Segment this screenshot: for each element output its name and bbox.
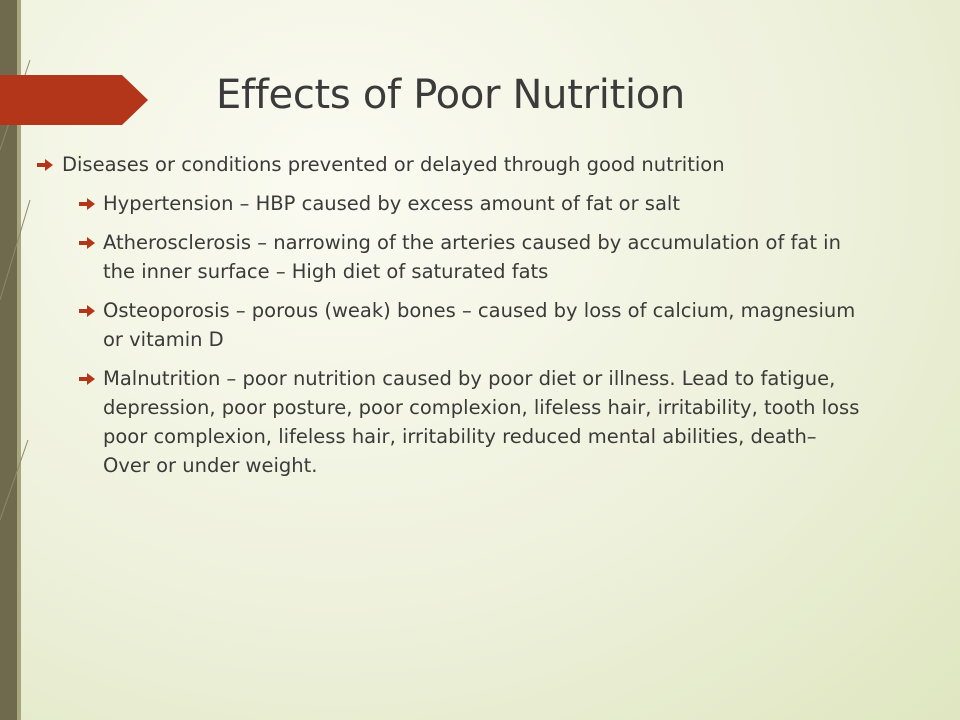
bullet-icon: [79, 237, 95, 249]
bullet-arrow: [79, 198, 95, 210]
bullet-text: Osteoporosis – porous (weak) bones – cau…: [103, 299, 856, 351]
bullet-icon: [79, 198, 95, 210]
bullet: Diseases or conditions prevented or dela…: [37, 150, 842, 179]
slide-title: Effects of Poor Nutrition: [216, 72, 685, 118]
bullet-arrow: [79, 237, 95, 249]
bullet-text: Atherosclerosis – narrowing of the arter…: [103, 231, 841, 283]
decoration: [0, 0, 148, 720]
sub-bullet: Malnutrition – poor nutrition caused by …: [37, 364, 863, 480]
bullet-icon: [79, 373, 95, 385]
sub-bullet: Hypertension – HBP caused by excess amou…: [37, 189, 863, 218]
side-bar: [0, 0, 17, 720]
title-arrow: [0, 75, 148, 125]
bullet-icon: [37, 159, 53, 171]
deco-line: [0, 439, 29, 521]
bullet-text: Diseases or conditions prevented or dela…: [62, 153, 725, 176]
bullet-arrow: [79, 373, 95, 385]
bullet-list: Diseases or conditions prevented or dela…: [37, 150, 867, 490]
sub-bullet: Osteoporosis – porous (weak) bones – cau…: [37, 296, 863, 354]
bullet-text: Malnutrition – poor nutrition caused by …: [103, 367, 860, 477]
bullet-icon: [79, 305, 95, 317]
bullet-text: Hypertension – HBP caused by excess amou…: [103, 192, 680, 215]
bullet-arrow: [79, 305, 95, 317]
bullet-arrow: [37, 159, 53, 171]
deco-line: [0, 199, 31, 301]
sub-bullet: Atherosclerosis – narrowing of the arter…: [37, 228, 863, 286]
side-strip: [17, 0, 21, 720]
